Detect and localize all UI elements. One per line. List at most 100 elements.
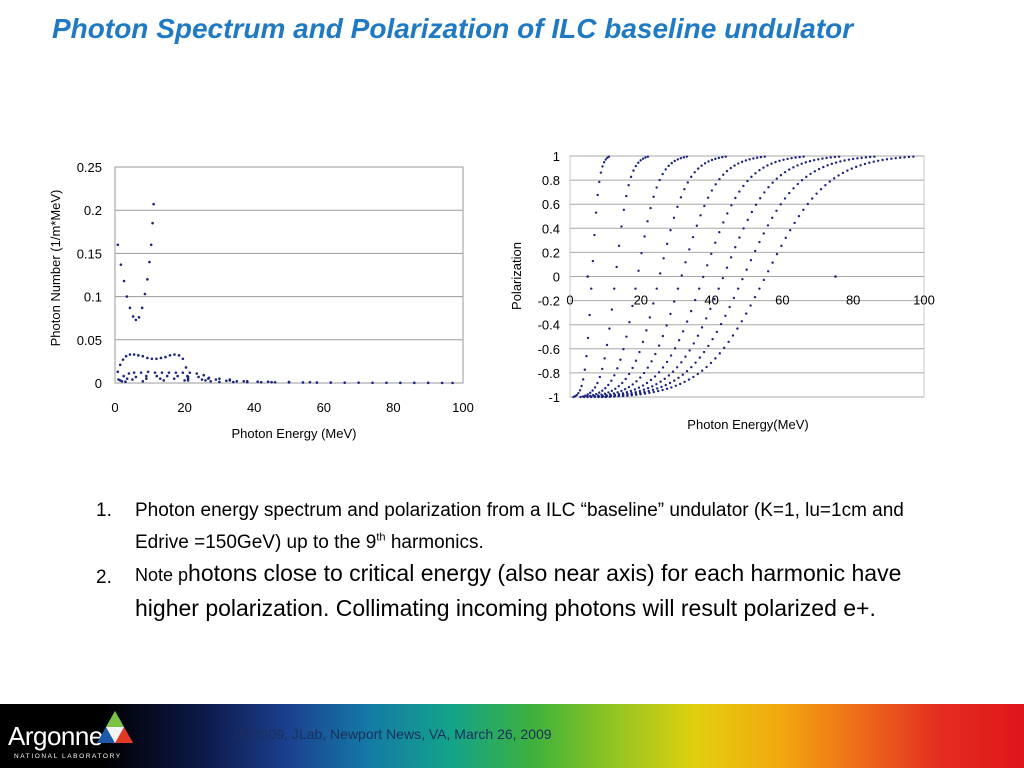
polarization-data-point [817,158,820,161]
polarization-data-point [621,394,625,398]
polarization-data-point [805,175,808,179]
polarization-data-point [625,335,628,338]
polarization-data-point [677,376,680,380]
spectrum-data-point [141,379,145,383]
polarization-data-point [686,181,689,184]
polarization-data-point [670,386,673,389]
spectrum-chart: 0 0.05 0.1 0.15 0.2 0.25 0 20 40 60 80 100 Photon … [48,160,474,441]
spectrum-data-point [140,306,144,310]
spectrum-data-point [151,221,154,225]
polarization-data-point [750,210,754,214]
polarization-data-point [654,352,657,356]
polarization-data-point [627,184,630,187]
polarization-data-point [754,203,758,206]
polarization-data-point [685,369,689,373]
polarization-data-point [599,171,603,174]
note-superscript: th [376,531,386,544]
polarization-data-point [890,157,893,160]
polarization-data-point [586,395,589,399]
polarization-data-point [722,221,725,224]
polarization-data-point [843,159,846,162]
spectrum-data-point [152,202,155,206]
polarization-data-point [661,388,664,392]
polarization-y-tick-label: 0 [553,270,560,285]
polarization-data-point [698,287,701,290]
polarization-data-point [669,229,672,232]
polarization-y-tick-label: 0.2 [542,245,560,260]
polarization-data-point [594,211,598,214]
polarization-data-point [796,164,799,167]
spectrum-data-point [451,381,454,385]
spectrum-y-tick-label: 0.2 [84,203,102,218]
polarization-x-tick-label: 60 [775,293,789,308]
polarization-data-point [766,270,770,273]
polarization-data-point [643,235,646,238]
polarization-data-point [631,304,634,308]
polarization-data-point [658,272,662,275]
polarization-data-point [607,391,610,394]
spectrum-data-point [122,374,125,378]
spectrum-data-point [228,379,232,382]
polarization-data-point [775,177,778,180]
polarization-data-point [649,378,653,382]
polarization-data-point [646,366,650,369]
spectrum-data-point [158,377,162,380]
spectrum-x-tick-label: 80 [386,400,400,415]
polarization-data-point [616,367,619,370]
polarization-series-9 [604,155,915,399]
polarization-data-point [676,205,679,209]
polarization-data-point [612,395,616,398]
polarization-data-point [638,389,642,393]
polarization-data-point [644,156,647,159]
polarization-data-point [832,177,836,180]
polarization-data-point [744,312,748,315]
polarization-data-point [856,157,859,160]
polarization-series-3 [582,155,689,399]
polarization-data-point [767,186,770,189]
polarization-data-point [626,394,629,397]
polarization-data-point [727,340,730,344]
spectrum-data-point [385,381,388,385]
polarization-data-point [885,158,889,161]
polarization-data-point [754,172,757,175]
polarization-data-point [683,380,686,384]
spectrum-data-point [181,371,185,374]
polarization-data-point [841,171,845,175]
polarization-data-point [690,365,693,369]
spectrum-x-tick-label: 60 [317,400,331,415]
spectrum-x-axis-label: Photon Energy (MeV) [231,426,356,441]
spectrum-y-tick-label: 0.1 [84,290,102,305]
polarization-data-point [661,172,664,176]
spectrum-data-point [343,381,346,384]
spectrum-series-5 [120,377,273,384]
polarization-data-point [780,244,783,248]
spectrum-data-point [168,354,172,357]
polarization-data-point [714,241,717,244]
polarization-data-point [586,336,590,340]
polarization-data-point [598,391,601,394]
polarization-data-point [779,173,783,177]
polarization-data-point [650,360,653,363]
polarization-data-point [721,276,725,280]
spectrum-data-point [195,372,199,375]
polarization-data-point [693,171,696,174]
polarization-data-point [693,298,697,302]
spectrum-data-point [188,371,192,374]
polarization-data-point [810,197,814,200]
spectrum-data-point [124,380,127,384]
polarization-data-point [637,269,640,272]
spectrum-data-point [184,366,188,369]
spectrum-data-point [301,381,305,384]
polarization-data-point [681,373,684,376]
polarization-data-point [630,394,633,397]
polarization-data-point [702,350,706,354]
polarization-data-point [675,366,679,369]
polarization-data-point [766,164,769,167]
polarization-data-point [621,381,624,385]
polarization-data-point [649,206,652,210]
polarization-data-point [673,379,676,382]
note-item-1: 1. Photon energy spectrum and polarizati… [96,495,926,559]
polarization-data-point [782,158,785,161]
polarization-data-point [625,194,628,198]
spectrum-data-point [176,374,179,378]
